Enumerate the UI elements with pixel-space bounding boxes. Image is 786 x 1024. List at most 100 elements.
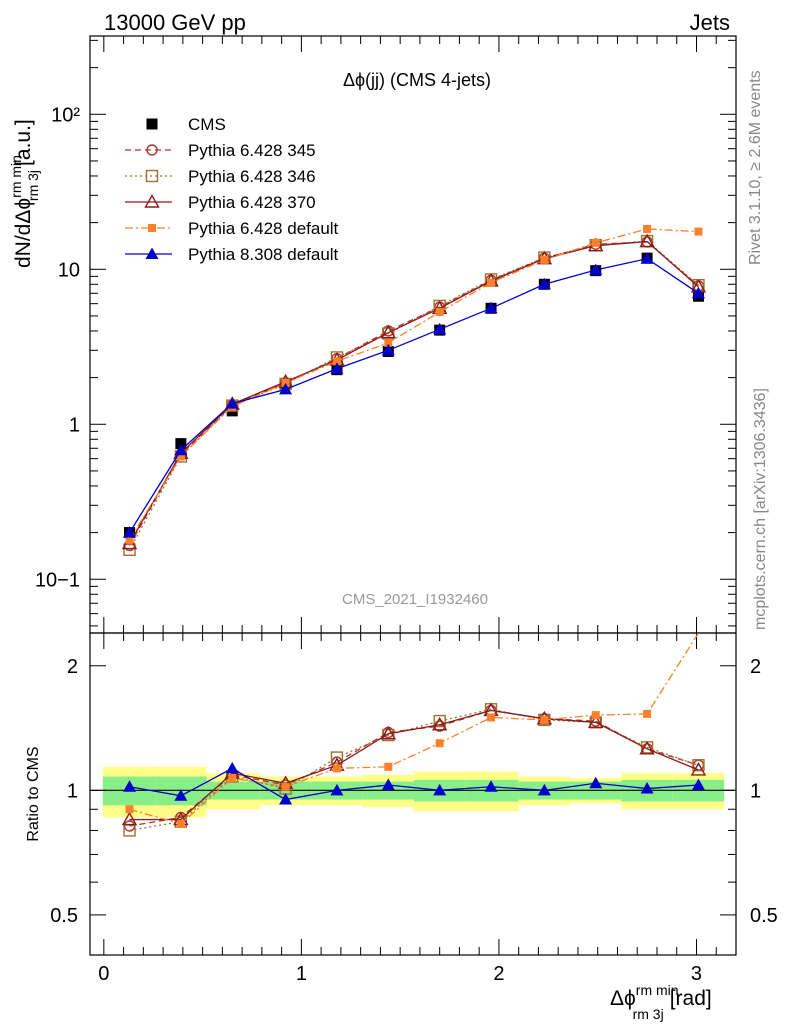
main-series-5-point-7 [484, 301, 498, 314]
main-series-5-point-5 [381, 343, 395, 356]
main-series-4-point-4 [332, 357, 341, 366]
ratio-series-4-point-11 [691, 778, 705, 791]
ratio-series-1-point-5 [382, 728, 395, 742]
ratio-series-3-point-7 [487, 713, 496, 722]
ratio-ytick-label-right: 1 [750, 780, 761, 802]
ratio-series-2-point-6 [431, 716, 448, 731]
main-series-line-5 [128, 258, 699, 533]
main-ytick-label: 1 [69, 414, 80, 436]
legend-label-1: Pythia 6.428 345 [188, 141, 316, 160]
ratio-series-2-point-10 [639, 740, 655, 755]
legend-marker-0 [146, 118, 158, 130]
main-frame [89, 35, 737, 634]
legend-marker-4 [148, 224, 156, 232]
x-axis-label: Δϕrm min rm 3j[rad] [610, 982, 712, 1022]
ratio-series-3-point-8 [540, 715, 549, 724]
ratio-series-4-point-7 [484, 780, 498, 792]
main-ytick-label: 10−1 [35, 569, 80, 591]
ratio-series-3-point-6 [435, 739, 444, 748]
rivet-label: Rivet 3.1.10, ≥ 2.6M events [747, 70, 764, 265]
main-title: Δϕ(jj) (CMS 4-jets) [343, 70, 491, 90]
ratio-series-group [121, 632, 707, 837]
ratio-panel: 0.5 0.5 1 1 2 2 0 1 2 3 Ratio to CMS Δϕrm min rm 3… [25, 632, 778, 1022]
main-series-4-point-6 [435, 308, 444, 317]
ratio-series-4-point-6 [433, 783, 447, 796]
main-axis-ticks: 10−1 1 10 10² [35, 36, 737, 633]
ratio-bands [102, 766, 725, 818]
ratio-ytick-label-left: 2 [67, 656, 78, 678]
ratio-series-4-point-4 [330, 783, 344, 796]
ratio-ylabel: Ratio to CMS [25, 746, 42, 841]
ratio-series-4-point-5 [381, 778, 395, 791]
legend-label-0: CMS [188, 115, 226, 134]
ratio-series-3-point-1 [176, 819, 185, 828]
legend-label-4: Pythia 6.428 default [188, 219, 339, 238]
mcplots-label: mcplots.cern.ch [arXiv:1306.3436] [752, 388, 769, 630]
ratio-series-4-point-9 [589, 776, 603, 789]
ratio-series-line-4 [129, 767, 699, 801]
main-series-4-point-5 [384, 338, 393, 347]
main-series-4-point-9 [591, 238, 600, 247]
main-series-5-point-4 [330, 362, 344, 374]
x-tick-label: 2 [493, 963, 504, 985]
main-series-4-point-8 [540, 255, 549, 264]
main-panel: 10−1 1 10 10² Δϕ(jj) (CMS 4-jets) CMS_2021_… [8, 35, 737, 634]
ratio-series-4-point-10 [640, 782, 654, 794]
main-series-4-point-10 [643, 224, 652, 233]
main-series-5-point-0 [123, 526, 137, 538]
legend-label-5: Pythia 8.308 default [188, 245, 339, 264]
ratio-series-3-point-0 [125, 805, 134, 814]
main-series-5-point-1 [174, 443, 188, 456]
legend: CMS Pythia 6.428 345 Pythia 6.428 346 Pythi… [125, 115, 339, 264]
ratio-series-3-point-10 [643, 709, 652, 718]
main-series-line-4 [128, 228, 699, 541]
ratio-series-4-point-0 [123, 780, 137, 792]
ratio-series-1-point-4 [330, 751, 344, 764]
ratio-series-4-point-8 [537, 783, 551, 796]
main-series-0-point-1 [175, 438, 187, 450]
ratio-series-line-3 [129, 632, 700, 825]
ratio-series-line-2 [129, 709, 699, 821]
ratio-series-4-point-2 [225, 761, 239, 774]
watermark: CMS_2021_I1932460 [342, 591, 488, 608]
ratio-series-1-point-6 [433, 714, 446, 728]
ratio-series-line-1 [129, 708, 699, 832]
ratio-ytick-label-right: 2 [750, 656, 761, 678]
main-series-line-1 [128, 241, 699, 546]
ratio-series-1-point-11 [692, 759, 705, 772]
x-tick-label: 0 [98, 963, 109, 985]
ratio-series-3-point-4 [332, 764, 341, 773]
ratio-frame [89, 632, 737, 956]
main-series-5-point-9 [589, 263, 603, 275]
main-series-3-point-10 [639, 233, 655, 248]
ratio-series-2-point-5 [380, 725, 397, 740]
ratio-series-3-point-3 [281, 782, 290, 791]
legend-marker-3 [144, 194, 160, 208]
legend-marker-1 [146, 144, 158, 156]
main-series-4-point-0 [125, 535, 134, 544]
ratio-axis-ticks: 0.5 0.5 1 1 2 2 0 1 2 3 [50, 633, 778, 985]
main-series-5-point-3 [279, 382, 293, 395]
ratio-ytick-label-left: 1 [67, 780, 78, 802]
main-series-2-point-0 [123, 543, 136, 556]
legend-marker-5 [145, 247, 159, 259]
legend-label-3: Pythia 6.428 370 [188, 193, 316, 212]
main-series-4-point-11 [694, 227, 703, 236]
ratio-series-4-point-1 [174, 789, 188, 801]
ratio-series-2-point-9 [588, 714, 604, 729]
ratio-series-3-point-9 [591, 711, 600, 720]
ratio-series-3-point-5 [384, 762, 393, 771]
main-series-4-point-1 [176, 452, 185, 461]
main-series-3-point-5 [380, 324, 397, 339]
main-series-5-point-11 [691, 286, 705, 299]
ratio-series-2-point-11 [690, 762, 707, 776]
main-series-line-2 [128, 240, 699, 551]
main-ytick-label: 10 [58, 259, 80, 281]
main-series-5-point-10 [640, 252, 654, 264]
ratio-series-3-point-2 [228, 774, 237, 783]
ratio-series-2-point-0 [121, 811, 138, 826]
legend-label-2: Pythia 6.428 346 [188, 167, 316, 186]
x-tick-label: 1 [296, 963, 307, 985]
x-tick-label: 3 [691, 963, 702, 985]
